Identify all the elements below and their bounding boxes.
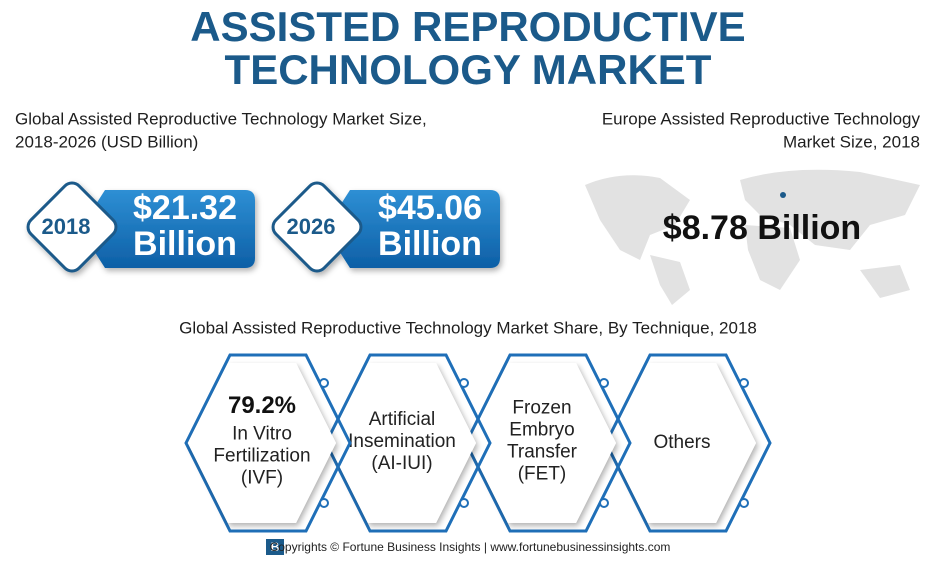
technique-label: In Vitro	[232, 424, 292, 445]
connector-dot	[319, 498, 329, 508]
connector-dot	[459, 378, 469, 388]
technique-hexagon: Others	[604, 353, 772, 533]
connector-dot	[319, 378, 329, 388]
technique-label: (FET)	[518, 464, 567, 485]
connector-dot	[599, 498, 609, 508]
hexagon-outline	[464, 353, 632, 533]
map-dot	[780, 192, 786, 198]
hexagon	[608, 363, 756, 523]
section-heading: Global Assisted Reproductive Technology …	[15, 109, 427, 128]
technique-label: Artificial	[369, 409, 436, 430]
technique-label: (AI-IUI)	[371, 453, 432, 474]
technique-label: Embryo	[509, 420, 574, 441]
technique-label: Frozen	[512, 398, 571, 419]
hexagon	[188, 363, 336, 523]
hexagon	[328, 363, 476, 523]
hexagon-row: OthersFrozenEmbryoTransfer(FET)Artificia…	[184, 353, 772, 533]
hexagon-outline	[184, 353, 352, 533]
badge-value: $45.06	[378, 189, 482, 227]
connector-dot	[459, 498, 469, 508]
badge-year: 2026	[287, 214, 336, 239]
svg-text:B: B	[271, 540, 280, 554]
world-map	[585, 169, 920, 305]
section-heading: Global Assisted Reproductive Technology …	[179, 318, 757, 337]
badge-unit: Billion	[378, 225, 482, 263]
technique-label: Others	[653, 432, 710, 453]
badge	[26, 181, 255, 273]
hexagon-outline	[324, 353, 492, 533]
connector-dot	[599, 378, 609, 388]
footer-logo: B	[266, 539, 284, 555]
technique-label: Insemination	[348, 431, 456, 452]
badge-year: 2018	[42, 214, 91, 239]
technique-label: Fertilization	[213, 446, 310, 467]
title-line: ASSISTED REPRODUCTIVE	[190, 3, 745, 50]
share-value: 79.2%	[228, 392, 296, 419]
europe-value: $8.78 Billion	[663, 209, 861, 247]
badge-value: $21.32	[133, 189, 237, 227]
hexagon-outline	[604, 353, 772, 533]
section-heading: Market Size, 2018	[783, 132, 920, 151]
section-heading: 2018-2026 (USD Billion)	[15, 132, 198, 151]
connector-dot	[739, 498, 749, 508]
section-heading: Europe Assisted Reproductive Technology	[602, 109, 921, 128]
footer: Copyrights © Fortune Business Insights |…	[270, 540, 671, 554]
badge-unit: Billion	[133, 225, 237, 263]
badge	[271, 181, 500, 273]
technique-label: (IVF)	[241, 468, 283, 489]
connector-dot	[739, 378, 749, 388]
title-line: TECHNOLOGY MARKET	[225, 46, 712, 93]
hexagon	[468, 363, 616, 523]
technique-label: Transfer	[507, 442, 578, 463]
